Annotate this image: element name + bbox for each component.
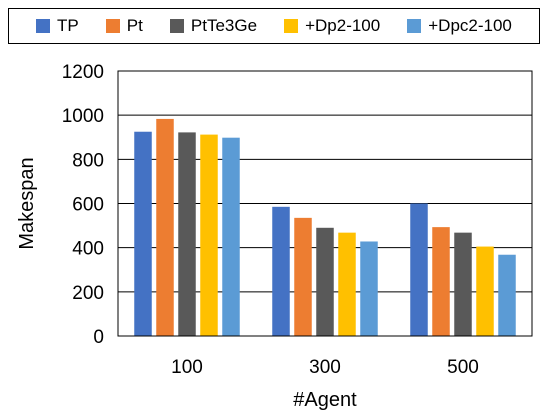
x-tick-label: 300	[309, 357, 341, 378]
x-tick-label: 500	[447, 357, 479, 378]
legend-swatch	[407, 19, 422, 33]
plot-frame	[117, 70, 533, 337]
bars	[134, 118, 516, 336]
legend-label: +Dp2-100	[305, 16, 381, 35]
legend-label: Pt	[126, 16, 143, 35]
bar	[156, 118, 174, 336]
bar	[200, 134, 218, 336]
y-tick-label: 0	[93, 327, 104, 348]
bar	[498, 254, 516, 336]
bar	[476, 246, 494, 336]
y-tick-label: 400	[72, 239, 104, 260]
axes	[117, 70, 533, 337]
legend-label: +Dpc2-100	[428, 16, 512, 35]
y-tick-label: 600	[72, 195, 104, 216]
bar	[316, 227, 334, 336]
y-tick-labels: 0 200 400 600 800 1000 1200	[62, 62, 104, 348]
legend-swatch	[284, 19, 299, 33]
y-tick-label: 1000	[62, 106, 104, 127]
x-tick-label: 100	[171, 357, 203, 378]
y-tick-label: 800	[72, 150, 104, 171]
legend-label: TP	[57, 16, 79, 35]
bar	[294, 217, 312, 336]
x-axis-label: #Agent	[293, 389, 357, 411]
bar	[338, 232, 356, 336]
legend-item: TP	[36, 16, 79, 36]
y-tick-label: 1200	[62, 62, 104, 83]
x-tick-labels: 100 300 500	[171, 357, 479, 378]
legend-item: PtTe3Ge	[169, 16, 258, 36]
bar	[134, 131, 152, 336]
bar	[222, 137, 240, 336]
legend-item: +Dp2-100	[284, 16, 380, 36]
bar	[360, 241, 378, 336]
legend-swatch	[36, 19, 51, 33]
y-axis-label: Makespan	[16, 157, 38, 249]
legend-swatch	[105, 19, 120, 33]
bar	[178, 132, 196, 336]
legend-item: +Dpc2-100	[407, 16, 512, 36]
bar	[410, 203, 428, 336]
bar	[432, 227, 450, 336]
bar	[454, 232, 472, 336]
legend-swatch	[169, 19, 184, 33]
bar	[272, 206, 290, 336]
y-tick-label: 200	[72, 283, 104, 304]
legend-item: Pt	[105, 16, 143, 36]
legend: TP Pt PtTe3Ge +Dp2-100 +Dpc2-100	[8, 8, 540, 44]
legend-label: PtTe3Ge	[190, 16, 258, 35]
